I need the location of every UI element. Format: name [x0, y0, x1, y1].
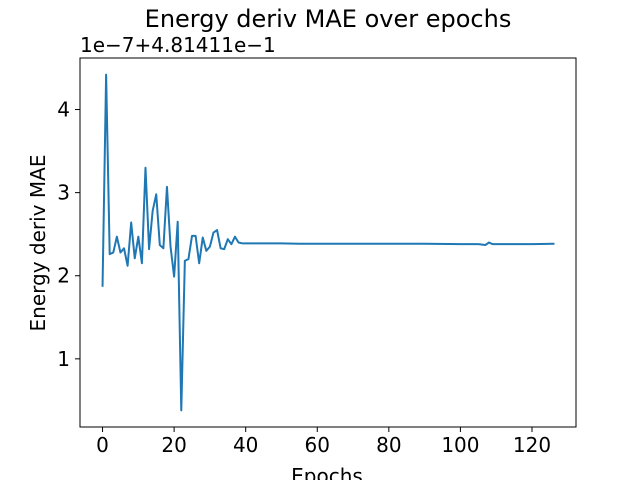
y-tick-label: 1: [57, 347, 70, 371]
y-axis-label: Energy deriv MAE: [26, 155, 50, 332]
plot-area: 0 20 40 60 80 100 120 1 2 3 4: [57, 57, 577, 457]
y-tick-label: 2: [57, 264, 70, 288]
x-tick-label: 80: [376, 433, 401, 457]
x-tick-label: 100: [441, 433, 479, 457]
x-tick-label: 60: [305, 433, 330, 457]
plot-frame: [79, 57, 577, 428]
y-tick-label: 4: [57, 98, 70, 122]
series-line-0: [101, 73, 555, 412]
y-tick-label: 3: [57, 181, 70, 205]
x-axis-label: Epochs: [291, 464, 363, 480]
axis-offset-label: 1e−7+4.81411e−1: [80, 33, 276, 57]
x-tick-label: 120: [513, 433, 551, 457]
x-tick-label: 40: [233, 433, 258, 457]
chart-title: Energy deriv MAE over epochs: [145, 5, 512, 33]
x-tick-label: 20: [161, 433, 186, 457]
x-tick-label: 0: [96, 433, 109, 457]
